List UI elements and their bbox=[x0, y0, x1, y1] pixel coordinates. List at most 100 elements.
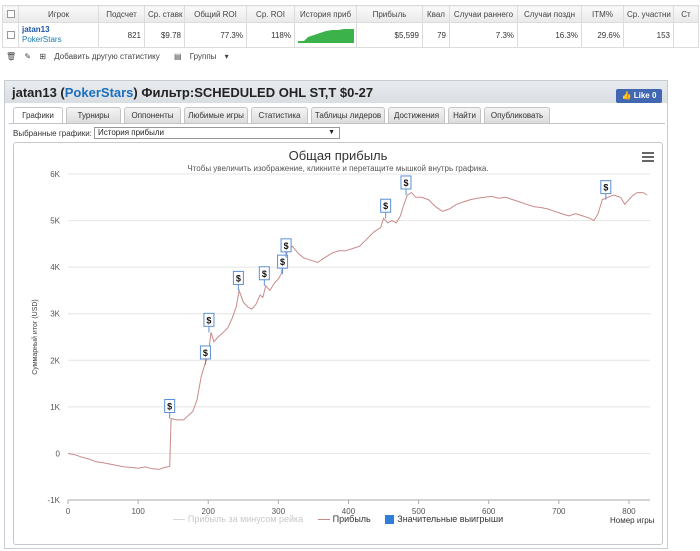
legend-item-rake[interactable]: Прибыль за минусом рейка bbox=[172, 514, 304, 524]
big-win-marker bbox=[203, 312, 215, 327]
legend-label: Прибыль за минусом рейка bbox=[187, 514, 304, 524]
player-panel: jatan13 (PokerStars) Фильтр:SCHEDULED OH… bbox=[4, 80, 668, 549]
chart-title: Общая прибыль bbox=[288, 148, 388, 163]
big-win-marker-label: $ bbox=[206, 315, 211, 325]
add-stats-button[interactable]: ⊞ Добавить другую статистику bbox=[39, 52, 165, 61]
like-label: Like 0 bbox=[633, 91, 657, 100]
tab-find[interactable]: Найти bbox=[448, 107, 481, 123]
big-win-marker bbox=[280, 238, 292, 253]
col-header[interactable]: ITM% bbox=[581, 5, 624, 23]
row-select-cell[interactable] bbox=[2, 22, 19, 48]
profit-cell: $5,599 bbox=[356, 22, 423, 48]
big-win-marker-label: $ bbox=[603, 183, 608, 193]
y-tick-label: 2K bbox=[50, 356, 60, 365]
col-header[interactable]: Случаи поздн bbox=[517, 5, 582, 23]
x-tick-label: 0 bbox=[66, 507, 71, 516]
table-header-row: Игрок Подсчет Ср. ставк Общий ROI Ср. RO… bbox=[2, 5, 699, 23]
x-tick-label: 600 bbox=[482, 507, 496, 516]
big-win-marker bbox=[600, 180, 612, 195]
col-header[interactable]: Подсчет bbox=[98, 5, 145, 23]
checkbox-icon[interactable] bbox=[6, 10, 15, 19]
chart-select[interactable]: История прибыли ▼ bbox=[94, 127, 340, 139]
chart-legend: Прибыль за минусом рейка Прибыль Значите… bbox=[14, 514, 662, 525]
tab-publish[interactable]: Опубликовать bbox=[484, 107, 550, 123]
col-header[interactable]: Ст bbox=[673, 5, 699, 23]
player-cell: jatan13 PokerStars bbox=[18, 22, 99, 48]
panel-header: jatan13 (PokerStars) Фильтр:SCHEDULED OH… bbox=[5, 81, 667, 103]
profit-sparkline[interactable] bbox=[298, 27, 354, 43]
x-tick-label: 700 bbox=[552, 507, 566, 516]
facebook-like-button[interactable]: 👍 Like 0 bbox=[616, 89, 662, 103]
x-tick-label: 300 bbox=[272, 507, 286, 516]
col-header[interactable]: Общий ROI bbox=[184, 5, 247, 23]
avg-roi-cell: 118% bbox=[246, 22, 295, 48]
legend-item-profit[interactable]: Прибыль bbox=[317, 514, 371, 524]
y-tick-label: 0 bbox=[56, 449, 61, 458]
x-tick-label: 400 bbox=[342, 507, 356, 516]
select-all-cell[interactable] bbox=[2, 5, 19, 23]
tab-opponents[interactable]: Оппоненты bbox=[124, 107, 181, 123]
legend-label: Значительные выигрыши bbox=[397, 514, 504, 524]
tab-divider bbox=[9, 123, 665, 124]
chevron-down-icon: ▼ bbox=[328, 129, 335, 136]
table-row: jatan13 PokerStars 821 $9.78 77.3% 118% … bbox=[2, 22, 699, 48]
chart-subtitle: Чтобы увеличить изображение, кликните и … bbox=[187, 164, 489, 173]
big-win-marker bbox=[277, 254, 289, 269]
chart-select-value: История прибыли bbox=[98, 128, 164, 137]
big-win-marker-label: $ bbox=[236, 273, 241, 283]
col-header[interactable]: Ср. участни bbox=[623, 5, 674, 23]
player-site-link[interactable]: PokerStars bbox=[22, 35, 62, 44]
player-name-link[interactable]: jatan13 bbox=[22, 25, 50, 34]
trash-icon[interactable]: 🗑 bbox=[6, 52, 17, 61]
panel-title: jatan13 (PokerStars) Фильтр:SCHEDULED OH… bbox=[12, 85, 374, 100]
groups-button[interactable]: ▤ Группы ▾ bbox=[173, 52, 229, 61]
big-win-marker-label: $ bbox=[403, 178, 408, 188]
tab-statistics[interactable]: Статистика bbox=[251, 107, 308, 123]
panel-site-link[interactable]: PokerStars bbox=[64, 85, 134, 100]
col-header[interactable]: Игрок bbox=[18, 5, 99, 23]
legend-item-big-wins[interactable]: Значительные выигрыши bbox=[385, 514, 504, 525]
big-win-marker bbox=[164, 399, 176, 413]
checkbox-icon[interactable] bbox=[6, 31, 15, 40]
col-header[interactable]: Ср. ставк bbox=[144, 5, 185, 23]
tab-achievements[interactable]: Достижения bbox=[388, 107, 445, 123]
profit-history-cell[interactable] bbox=[294, 22, 357, 48]
big-win-marker bbox=[400, 175, 412, 190]
tab-favorite-games[interactable]: Любимые игры bbox=[184, 107, 248, 123]
x-tick-label: 500 bbox=[412, 507, 426, 516]
tab-charts[interactable]: Графики bbox=[13, 107, 63, 123]
overflow-cell bbox=[673, 22, 699, 48]
big-win-marker-label: $ bbox=[383, 201, 388, 211]
y-axis-title: Суммарный итог (USD) bbox=[31, 299, 39, 375]
tab-tournaments[interactable]: Турниры bbox=[66, 107, 121, 123]
add-stats-label: Добавить другую статистику bbox=[54, 52, 160, 61]
qual-cell: 79 bbox=[422, 22, 450, 48]
col-header[interactable]: Прибыль bbox=[356, 5, 423, 23]
y-tick-label: 3K bbox=[50, 310, 60, 319]
chart-container[interactable]: Общая прибыль Чтобы увеличить изображени… bbox=[13, 142, 663, 545]
col-header[interactable]: Квал bbox=[422, 5, 450, 23]
legend-swatch bbox=[172, 519, 185, 521]
y-tick-label: 1K bbox=[50, 403, 60, 412]
legend-swatch bbox=[317, 519, 330, 521]
table-toolbar: 🗑 ✎ ⊞ Добавить другую статистику ▤ Групп… bbox=[6, 50, 235, 64]
big-win-marker-label: $ bbox=[284, 241, 289, 251]
y-tick-label: 6K bbox=[50, 170, 60, 179]
big-win-marker-label: $ bbox=[167, 402, 172, 412]
col-header[interactable]: История приб bbox=[294, 5, 357, 23]
x-axis-title: Номер игры bbox=[610, 516, 655, 525]
avg-stake-cell: $9.78 bbox=[144, 22, 185, 48]
x-tick-label: 800 bbox=[622, 507, 636, 516]
panel-filter: Фильтр:SCHEDULED OHL ST,T $0-27 bbox=[141, 85, 374, 100]
hamburger-menu-icon[interactable] bbox=[642, 152, 654, 162]
y-tick-label: 5K bbox=[50, 217, 60, 226]
tab-leaderboards[interactable]: Таблицы лидеров bbox=[311, 107, 385, 123]
profit-chart[interactable]: -1K 0 1K 2K 3K 4K 5K 6K 0 100 200 300 400 500 600 700 80… bbox=[14, 143, 664, 546]
col-header[interactable]: Ср. ROI bbox=[246, 5, 295, 23]
groups-icon: ▤ bbox=[173, 52, 182, 61]
legend-label: Прибыль bbox=[332, 514, 371, 524]
col-header[interactable]: Случаи раннего bbox=[449, 5, 518, 23]
legend-swatch bbox=[385, 515, 395, 525]
panel-player-name: jatan13 bbox=[12, 85, 57, 100]
